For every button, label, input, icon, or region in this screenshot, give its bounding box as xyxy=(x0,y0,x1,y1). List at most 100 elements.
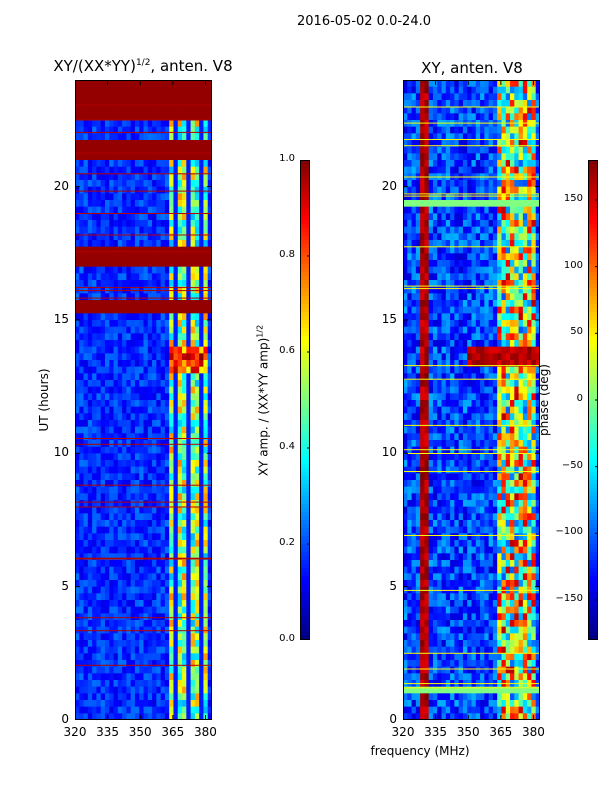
heatmap-cell xyxy=(186,280,191,288)
colorbar-step xyxy=(300,360,310,365)
heatmap-cell xyxy=(75,420,80,428)
heatmap-cell xyxy=(458,240,464,248)
heatmap-cell xyxy=(471,246,477,254)
heatmap-cell xyxy=(182,426,187,434)
heatmap-cell xyxy=(484,153,490,161)
heatmap-cell xyxy=(122,353,127,361)
heatmap-cell xyxy=(190,520,196,528)
heatmap-cell xyxy=(177,540,183,548)
heatmap-cell xyxy=(83,340,89,348)
heatmap-cell xyxy=(79,233,84,241)
heatmap-cell xyxy=(415,386,421,394)
heatmap-cell xyxy=(164,266,170,274)
heatmap-cell xyxy=(92,320,97,328)
x-tick-label: 320 xyxy=(63,725,87,739)
heatmap-cell xyxy=(126,633,132,641)
heatmap-cell xyxy=(160,146,166,154)
heatmap-cell xyxy=(130,680,136,688)
heatmap-cell xyxy=(492,80,498,88)
heatmap-cell xyxy=(139,473,144,481)
heatmap-cell xyxy=(432,286,438,294)
heatmap-cell xyxy=(75,193,80,201)
heatmap-cell xyxy=(113,573,119,581)
heatmap-cell xyxy=(79,380,84,388)
heatmap-cell xyxy=(471,313,477,321)
heatmap-cell xyxy=(75,546,80,554)
heatmap-cell xyxy=(186,640,191,648)
heatmap-cell xyxy=(527,93,532,101)
heatmap-cell xyxy=(454,106,460,114)
heatmap-cell xyxy=(173,260,179,268)
heatmap-cell xyxy=(194,680,200,688)
heatmap-cell xyxy=(462,253,468,261)
heatmap-cell xyxy=(109,206,114,214)
colorbar-step xyxy=(300,204,310,209)
heatmap-cell xyxy=(420,126,425,134)
heatmap-cell xyxy=(203,393,209,401)
heatmap-cell xyxy=(126,413,132,421)
heatmap-cell xyxy=(139,233,144,241)
heatmap-cell xyxy=(484,233,490,241)
heatmap-cell xyxy=(152,673,157,681)
heatmap-cell xyxy=(411,226,417,234)
heatmap-cell xyxy=(199,533,204,541)
heatmap-cell xyxy=(497,180,502,188)
heatmap-cell xyxy=(510,393,515,401)
heatmap-cell xyxy=(497,273,502,281)
heatmap-cell xyxy=(109,293,114,301)
heatmap-cell xyxy=(75,646,80,654)
heatmap-cell xyxy=(156,140,162,148)
heatmap-cell xyxy=(484,80,490,88)
colorbar-step xyxy=(300,216,310,221)
heatmap-cell xyxy=(450,320,455,328)
heatmap-cell xyxy=(492,166,498,174)
heatmap-cell xyxy=(164,233,170,241)
heatmap-cell xyxy=(156,220,162,228)
heatmap-cell xyxy=(83,226,89,234)
heatmap-cell xyxy=(160,460,166,468)
heatmap-cell xyxy=(411,266,417,274)
heatmap-cell xyxy=(518,153,524,161)
heatmap-cell xyxy=(83,440,89,448)
heatmap-cell xyxy=(190,133,196,141)
heatmap-cell xyxy=(177,366,183,374)
heatmap-cell xyxy=(518,360,524,368)
heatmap-cell xyxy=(122,580,127,588)
heatmap-cell xyxy=(501,326,507,334)
heatmap-cell xyxy=(160,386,166,394)
heatmap-cell xyxy=(182,113,187,121)
heatmap-cell xyxy=(177,340,183,348)
heatmap-cell xyxy=(104,353,110,361)
heatmap-cell xyxy=(100,440,106,448)
heatmap-cell xyxy=(207,540,212,548)
heatmap-cell xyxy=(109,500,114,508)
heatmap-cell xyxy=(527,413,532,421)
heatmap-cell xyxy=(143,340,149,348)
heatmap-cell xyxy=(462,166,468,174)
heatmap-cell xyxy=(411,286,417,294)
heatmap-cell xyxy=(415,380,421,388)
heatmap-cell xyxy=(186,326,191,334)
heatmap-cell xyxy=(134,560,140,568)
heatmap-cell xyxy=(134,546,140,554)
heatmap-cell xyxy=(432,200,438,208)
heatmap-cell xyxy=(475,80,481,88)
heatmap-cell xyxy=(139,580,144,588)
heatmap-cell xyxy=(194,253,200,261)
heatmap-cell xyxy=(190,686,196,694)
heatmap-cell xyxy=(169,106,174,114)
heatmap-cell xyxy=(182,573,187,581)
heatmap-cell xyxy=(501,86,507,94)
heatmap-cell xyxy=(203,246,209,254)
heatmap-cell xyxy=(100,200,106,208)
heatmap-cell xyxy=(160,100,166,108)
heatmap-cell xyxy=(432,93,438,101)
heatmap-cell xyxy=(194,360,200,368)
heatmap-cell xyxy=(130,253,136,261)
heatmap-cell xyxy=(104,440,110,448)
heatmap-cell xyxy=(160,113,166,121)
heatmap-cell xyxy=(467,320,472,328)
heatmap-cell xyxy=(199,280,204,288)
heatmap-cell xyxy=(450,213,455,221)
heatmap-cell xyxy=(100,273,106,281)
